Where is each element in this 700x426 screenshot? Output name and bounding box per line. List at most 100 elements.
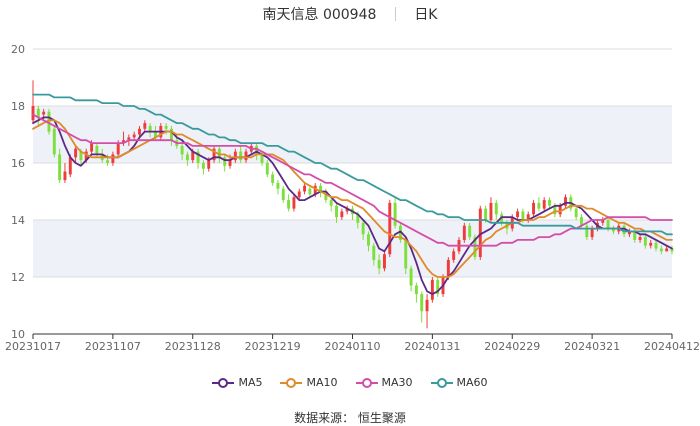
y-tick-label: 18 <box>11 100 25 113</box>
candle-body <box>521 211 525 220</box>
candle-body <box>553 205 557 215</box>
candle-body <box>164 125 168 129</box>
candle-body <box>484 208 488 220</box>
candle-body <box>436 279 440 295</box>
candle-body <box>122 140 125 144</box>
candle-body <box>180 145 184 155</box>
period-label: 日K <box>414 7 438 23</box>
candle-body <box>148 125 152 132</box>
candle-body <box>585 225 589 238</box>
y-tick-label: 16 <box>11 157 25 170</box>
candle-body <box>558 205 562 215</box>
ma-line-ma30 <box>32 113 673 247</box>
candle-body <box>58 154 62 181</box>
candle-body <box>132 134 136 138</box>
candle-body <box>425 299 429 312</box>
candle-body <box>95 145 99 155</box>
candle-body <box>255 145 259 155</box>
candle-body <box>590 228 594 238</box>
candle-body <box>319 185 323 192</box>
candle-body <box>622 225 626 235</box>
legend-item-ma60[interactable]: MA60 <box>430 376 488 389</box>
candle-body <box>138 128 141 135</box>
candle-body <box>223 157 227 166</box>
ma-line-ma5 <box>32 116 673 296</box>
candle-body <box>292 197 296 209</box>
grid-band <box>33 220 672 277</box>
candle-body <box>36 108 40 118</box>
legend-item-ma30[interactable]: MA30 <box>355 376 413 389</box>
x-tick-label: 20240131 <box>404 340 460 353</box>
candle-body <box>217 148 221 158</box>
candle-body <box>74 148 78 158</box>
candle-body <box>169 128 173 141</box>
candle-body <box>659 248 663 252</box>
candle-body <box>308 188 312 195</box>
chart-title: 南天信息 000948 日K <box>0 4 700 26</box>
y-tick-label: 12 <box>11 271 25 284</box>
legend-item-ma10[interactable]: MA10 <box>280 376 338 389</box>
stock-name: 南天信息 <box>262 7 319 23</box>
candle-body <box>665 248 669 252</box>
candle-body <box>185 154 189 161</box>
candle-body <box>265 163 269 175</box>
candle-body <box>393 202 397 226</box>
candle-body <box>228 160 232 166</box>
candle-body <box>42 111 46 115</box>
candle-body <box>564 197 567 206</box>
candle-body <box>212 148 216 161</box>
x-tick-label: 20240110 <box>325 340 381 353</box>
y-tick-label: 14 <box>11 214 25 227</box>
candle-body <box>116 143 120 155</box>
candle-body <box>276 182 280 189</box>
x-tick-label: 20240321 <box>564 340 620 353</box>
data-source: 数据来源： 恒生聚源 <box>0 409 700 426</box>
candle-body <box>367 234 370 246</box>
candle-body <box>643 237 647 246</box>
candle-body <box>404 239 408 269</box>
legend-item-ma5[interactable]: MA5 <box>212 376 262 389</box>
candle-body <box>500 214 504 223</box>
legend-marker-icon <box>355 377 378 388</box>
candle-body <box>548 200 551 206</box>
candle-body <box>446 259 450 277</box>
candle-body <box>47 111 51 132</box>
legend-marker-icon <box>430 377 453 388</box>
x-tick-label: 20231219 <box>245 340 301 353</box>
candle-body <box>31 106 35 121</box>
candle-body <box>638 237 642 240</box>
source-label: 数据来源： <box>294 411 355 425</box>
candle-body <box>468 225 472 238</box>
candle-body <box>388 202 392 255</box>
legend-label: MA5 <box>238 376 263 389</box>
chart-legend: MA5 MA10 MA30 MA60 <box>0 376 700 392</box>
candle-body <box>601 220 605 223</box>
x-tick-label: 20240412 <box>644 340 700 353</box>
candle-body <box>356 214 360 223</box>
candle-body <box>329 200 333 206</box>
candle-body <box>297 191 301 198</box>
candle-body <box>154 131 157 138</box>
candle-body <box>271 174 275 183</box>
candle-body <box>420 294 424 312</box>
x-tick-label: 20240229 <box>484 340 540 353</box>
candle-body <box>633 231 637 240</box>
candle-body <box>79 151 83 161</box>
y-tick-label: 10 <box>11 328 25 341</box>
candle-body <box>127 137 131 141</box>
candle-body <box>606 220 610 229</box>
candle-body <box>473 237 477 258</box>
candle-body <box>335 205 338 218</box>
legend-label: MA10 <box>306 376 338 389</box>
x-tick-label: 20231128 <box>165 340 221 353</box>
candle-body <box>191 151 195 161</box>
candle-body <box>372 245 376 260</box>
candle-body <box>377 259 381 269</box>
candle-body <box>580 217 583 226</box>
ma-line-ma60 <box>32 93 673 236</box>
candle-body <box>654 242 658 249</box>
candle-body <box>526 214 530 220</box>
ma-line-ma10 <box>32 119 673 278</box>
x-tick-label: 20231107 <box>85 340 141 353</box>
